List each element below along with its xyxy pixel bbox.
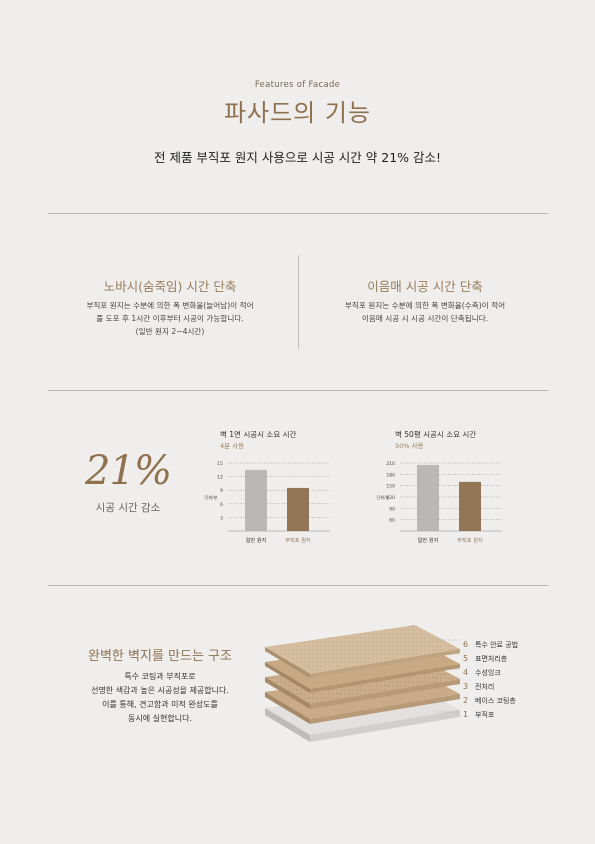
y-tick-label: 90 [389,506,395,512]
y-axis-label: 단위/분 [205,494,218,501]
bar-1 [417,464,439,531]
chart-2-title: 벽 50평 시공시 소요 시간 [395,430,477,439]
x-tick-label: 부직포 원지 [457,536,483,544]
bar-2 [287,487,309,531]
legend-row: 2 베이스 코팅층 [463,696,516,705]
chart-2-subtitle: 50% 사용 [395,442,424,450]
y-tick-label: 9 [220,488,223,494]
chart-1: 15 12 9 6 3 단위/분일반 원지 부직포 원지 [205,461,330,544]
feature-1-desc: 부직포 원지는 수분에 의한 폭 변화율(늘어남)이 적어 풀 도포 후 1시간… [86,301,254,336]
feature-2-title: 이음매 시공 시간 단축 [367,279,483,294]
feature-2-desc: 부직포 원지는 수분에 의한 폭 변화율(수축)이 적어 이음매 시공 시 시공… [344,301,506,323]
x-tick-label: 일반 원지 [418,536,439,544]
bar-2 [459,481,481,531]
legend-row: 4 수성잉크 [463,668,501,677]
legend-row: 6 특수 안료 공법 [463,640,519,649]
summary-caption: 시공 시간 감소 [95,502,161,514]
x-tick-label: 부직포 원지 [285,536,311,544]
divider-1 [48,213,548,214]
y-tick-label: 6 [220,502,223,508]
legend-row: 3 전처리 [463,682,495,691]
y-tick-label: 150 [386,484,395,490]
y-tick-label: 60 [389,518,395,524]
legend-row: 5 표면처리층 [463,654,508,663]
summary-value: 21% [85,448,172,494]
y-axis-label: 단위/분 [377,494,390,501]
headline: 전 제품 부직포 원지 사용으로 시공 시간 약 21% 감소! [153,150,442,165]
feature-1-title: 노바시(숨죽임) 시간 단축 [103,279,237,294]
chart-1-title: 벽 1면 시공시 소요 시간 [220,430,297,439]
structure-title: 완벽한 벽지를 만드는 구조 [88,649,232,664]
page-title: 파사드의 기능 [223,99,372,127]
structure-desc: 특수 코팅과 부직포로 선명한 색감과 높은 시공성을 제공합니다. 이를 통해… [91,672,229,723]
y-tick-label: 3 [220,515,223,521]
y-tick-label: 210 [386,461,395,467]
chart-1-subtitle: 4분 사용 [220,442,245,450]
x-tick-label: 일반 원지 [246,536,267,544]
y-tick-label: 12 [217,475,223,481]
legend-row: 1 부직포 [463,710,495,719]
layer-legend: 6 특수 안료 공법 5 표면처리층 4 수성잉크 3 전처리 2 베이스 코팅층 1 부직… [463,640,518,724]
chart-2: 210 180 150 120 90 60 단위/분일반 원지 부직포 원지 [377,461,502,544]
bar-1 [245,469,267,531]
y-tick-label: 15 [217,461,223,467]
divider-2 [48,390,548,391]
layer-illustration [265,625,460,742]
feature-divider [298,255,299,349]
y-tick-label: 120 [386,495,395,501]
y-tick-label: 180 [386,472,395,478]
eyebrow-text: Features of Facade [254,80,341,90]
divider-3 [48,585,548,586]
